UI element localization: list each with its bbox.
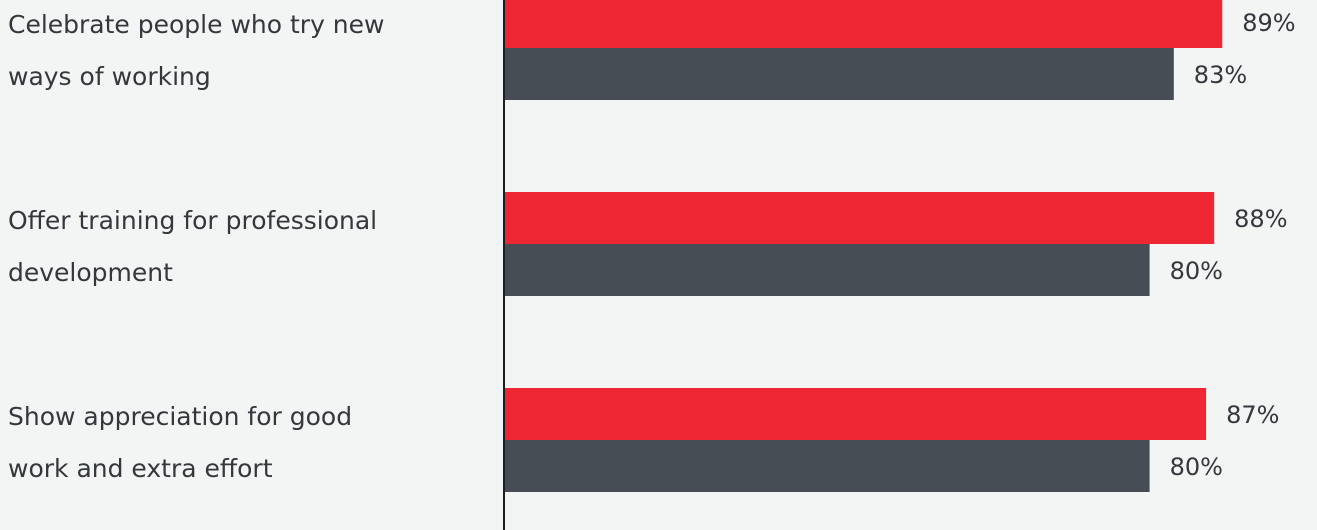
- category-label-line: Show appreciation for good: [8, 402, 352, 431]
- data-label: 88%: [1234, 205, 1287, 233]
- bar-series-2: [504, 48, 1174, 100]
- category-labels: Celebrate people who try new ways of work…: [8, 10, 384, 483]
- category-label: Offer training for professional developme…: [8, 206, 377, 287]
- category-label-line: Celebrate people who try new: [8, 10, 384, 39]
- data-label: 80%: [1170, 257, 1223, 285]
- category-label-line: ways of working: [8, 62, 211, 91]
- category-label-line: development: [8, 258, 173, 287]
- bar-series-1: [504, 388, 1207, 440]
- data-label: 83%: [1194, 61, 1247, 89]
- data-label: 87%: [1226, 401, 1279, 429]
- category-label-line: Offer training for professional: [8, 206, 377, 235]
- data-label: 80%: [1170, 453, 1223, 481]
- category-label: Show appreciation for good work and extra…: [8, 402, 352, 483]
- bar-series-1: [504, 0, 1223, 48]
- bar-series-1: [504, 192, 1215, 244]
- category-label: Celebrate people who try new ways of work…: [8, 10, 384, 91]
- data-label: 89%: [1242, 9, 1295, 37]
- bar-series-2: [504, 244, 1150, 296]
- bar-series-2: [504, 440, 1150, 492]
- bars: [504, 0, 1223, 492]
- category-label-line: work and extra effort: [8, 454, 273, 483]
- value-labels: 89%83%88%80%87%80%: [1170, 9, 1296, 481]
